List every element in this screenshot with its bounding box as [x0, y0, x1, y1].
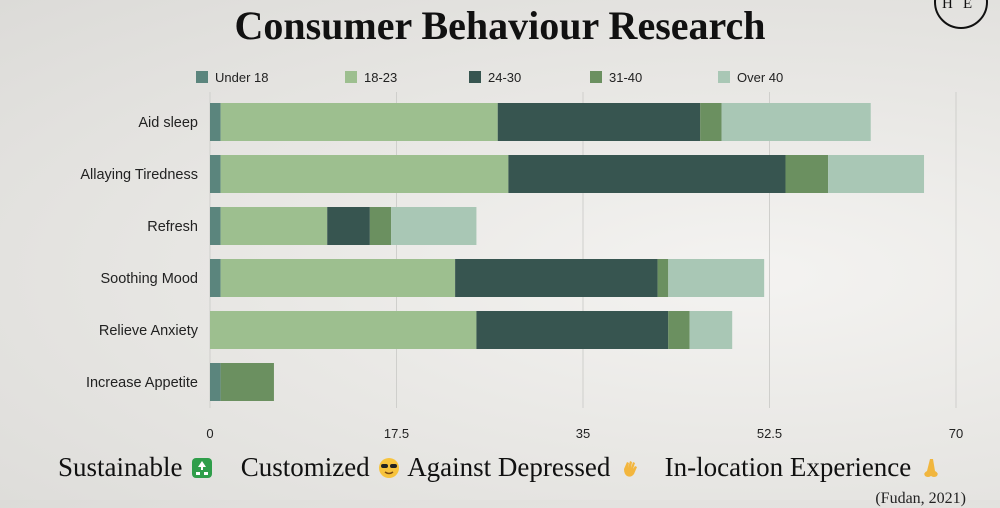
- x-tick-label: 70: [949, 426, 963, 441]
- bar-segment: [828, 155, 925, 193]
- bar-segment: [327, 207, 370, 245]
- legend-swatch: [469, 71, 481, 83]
- x-tick-label: 0: [206, 426, 213, 441]
- footer-text: Sustainable Customized Against Depressed…: [0, 452, 1000, 483]
- bar-segment: [689, 311, 733, 349]
- legend-label: Over 40: [737, 70, 783, 85]
- bar-segment: [210, 259, 221, 297]
- legend-swatch: [590, 71, 602, 83]
- bar-segment: [210, 207, 221, 245]
- bar-segment: [391, 207, 477, 245]
- citation: (Fudan, 2021): [875, 490, 966, 507]
- bar-segment: [657, 259, 669, 297]
- category-label: Relieve Anxiety: [99, 323, 199, 339]
- bar-segment: [210, 103, 221, 141]
- x-tick-label: 35: [576, 426, 590, 441]
- legend-label: 18-23: [364, 70, 397, 85]
- bar-segment: [476, 311, 669, 349]
- category-label: Aid sleep: [138, 115, 198, 131]
- bar-segment: [369, 207, 392, 245]
- bar-segment: [721, 103, 871, 141]
- bar-segment: [220, 363, 274, 401]
- bar-segment: [210, 311, 477, 349]
- bar-segment: [210, 363, 221, 401]
- nose-icon: [924, 459, 938, 477]
- bar-segment: [668, 311, 690, 349]
- footer-item-sustainable: Sustainable: [57, 452, 183, 482]
- sunglasses-face-icon: [379, 458, 400, 478]
- legend-swatch: [345, 71, 357, 83]
- bar-segment: [220, 207, 328, 245]
- bar-segment: [668, 259, 765, 297]
- legend-swatch: [718, 71, 730, 83]
- legend-label: 24-30: [488, 70, 521, 85]
- slide-title: Consumer Behaviour Research: [234, 3, 766, 48]
- category-label: Refresh: [147, 219, 198, 235]
- footer-item-customized: Customized: [240, 452, 370, 482]
- svg-text:E: E: [963, 0, 972, 12]
- x-tick-label: 52.5: [757, 426, 782, 441]
- bar-segment: [220, 155, 509, 193]
- bar-segment: [455, 259, 658, 297]
- svg-text:H: H: [942, 0, 953, 12]
- brand-logo: H E +: [934, 0, 988, 29]
- bar-segment: [700, 103, 722, 141]
- bar-segment: [497, 103, 701, 141]
- x-tick-label: 17.5: [384, 426, 409, 441]
- legend-label: 31-40: [609, 70, 642, 85]
- recycle-icon: [192, 458, 213, 478]
- category-label: Allaying Tiredness: [80, 167, 198, 183]
- legend-label: Under 18: [215, 70, 268, 85]
- bar-segment: [220, 103, 498, 141]
- waving-hand-icon: [624, 461, 638, 477]
- bar-segment: [785, 155, 829, 193]
- category-label: Soothing Mood: [100, 271, 198, 287]
- footer-item-in-location: In-location Experience: [664, 452, 912, 482]
- category-label: Increase Appetite: [86, 375, 198, 391]
- bar-segment: [508, 155, 786, 193]
- legend-swatch: [196, 71, 208, 83]
- stacked-bar-chart: 0 17.5 35 52.5 70 Under 18 18-23 24-30 31-40 Over…: [80, 70, 963, 441]
- bar-segment: [220, 259, 456, 297]
- bar-segment: [210, 155, 221, 193]
- footer-item-against-depressed: Against Depressed: [407, 452, 611, 482]
